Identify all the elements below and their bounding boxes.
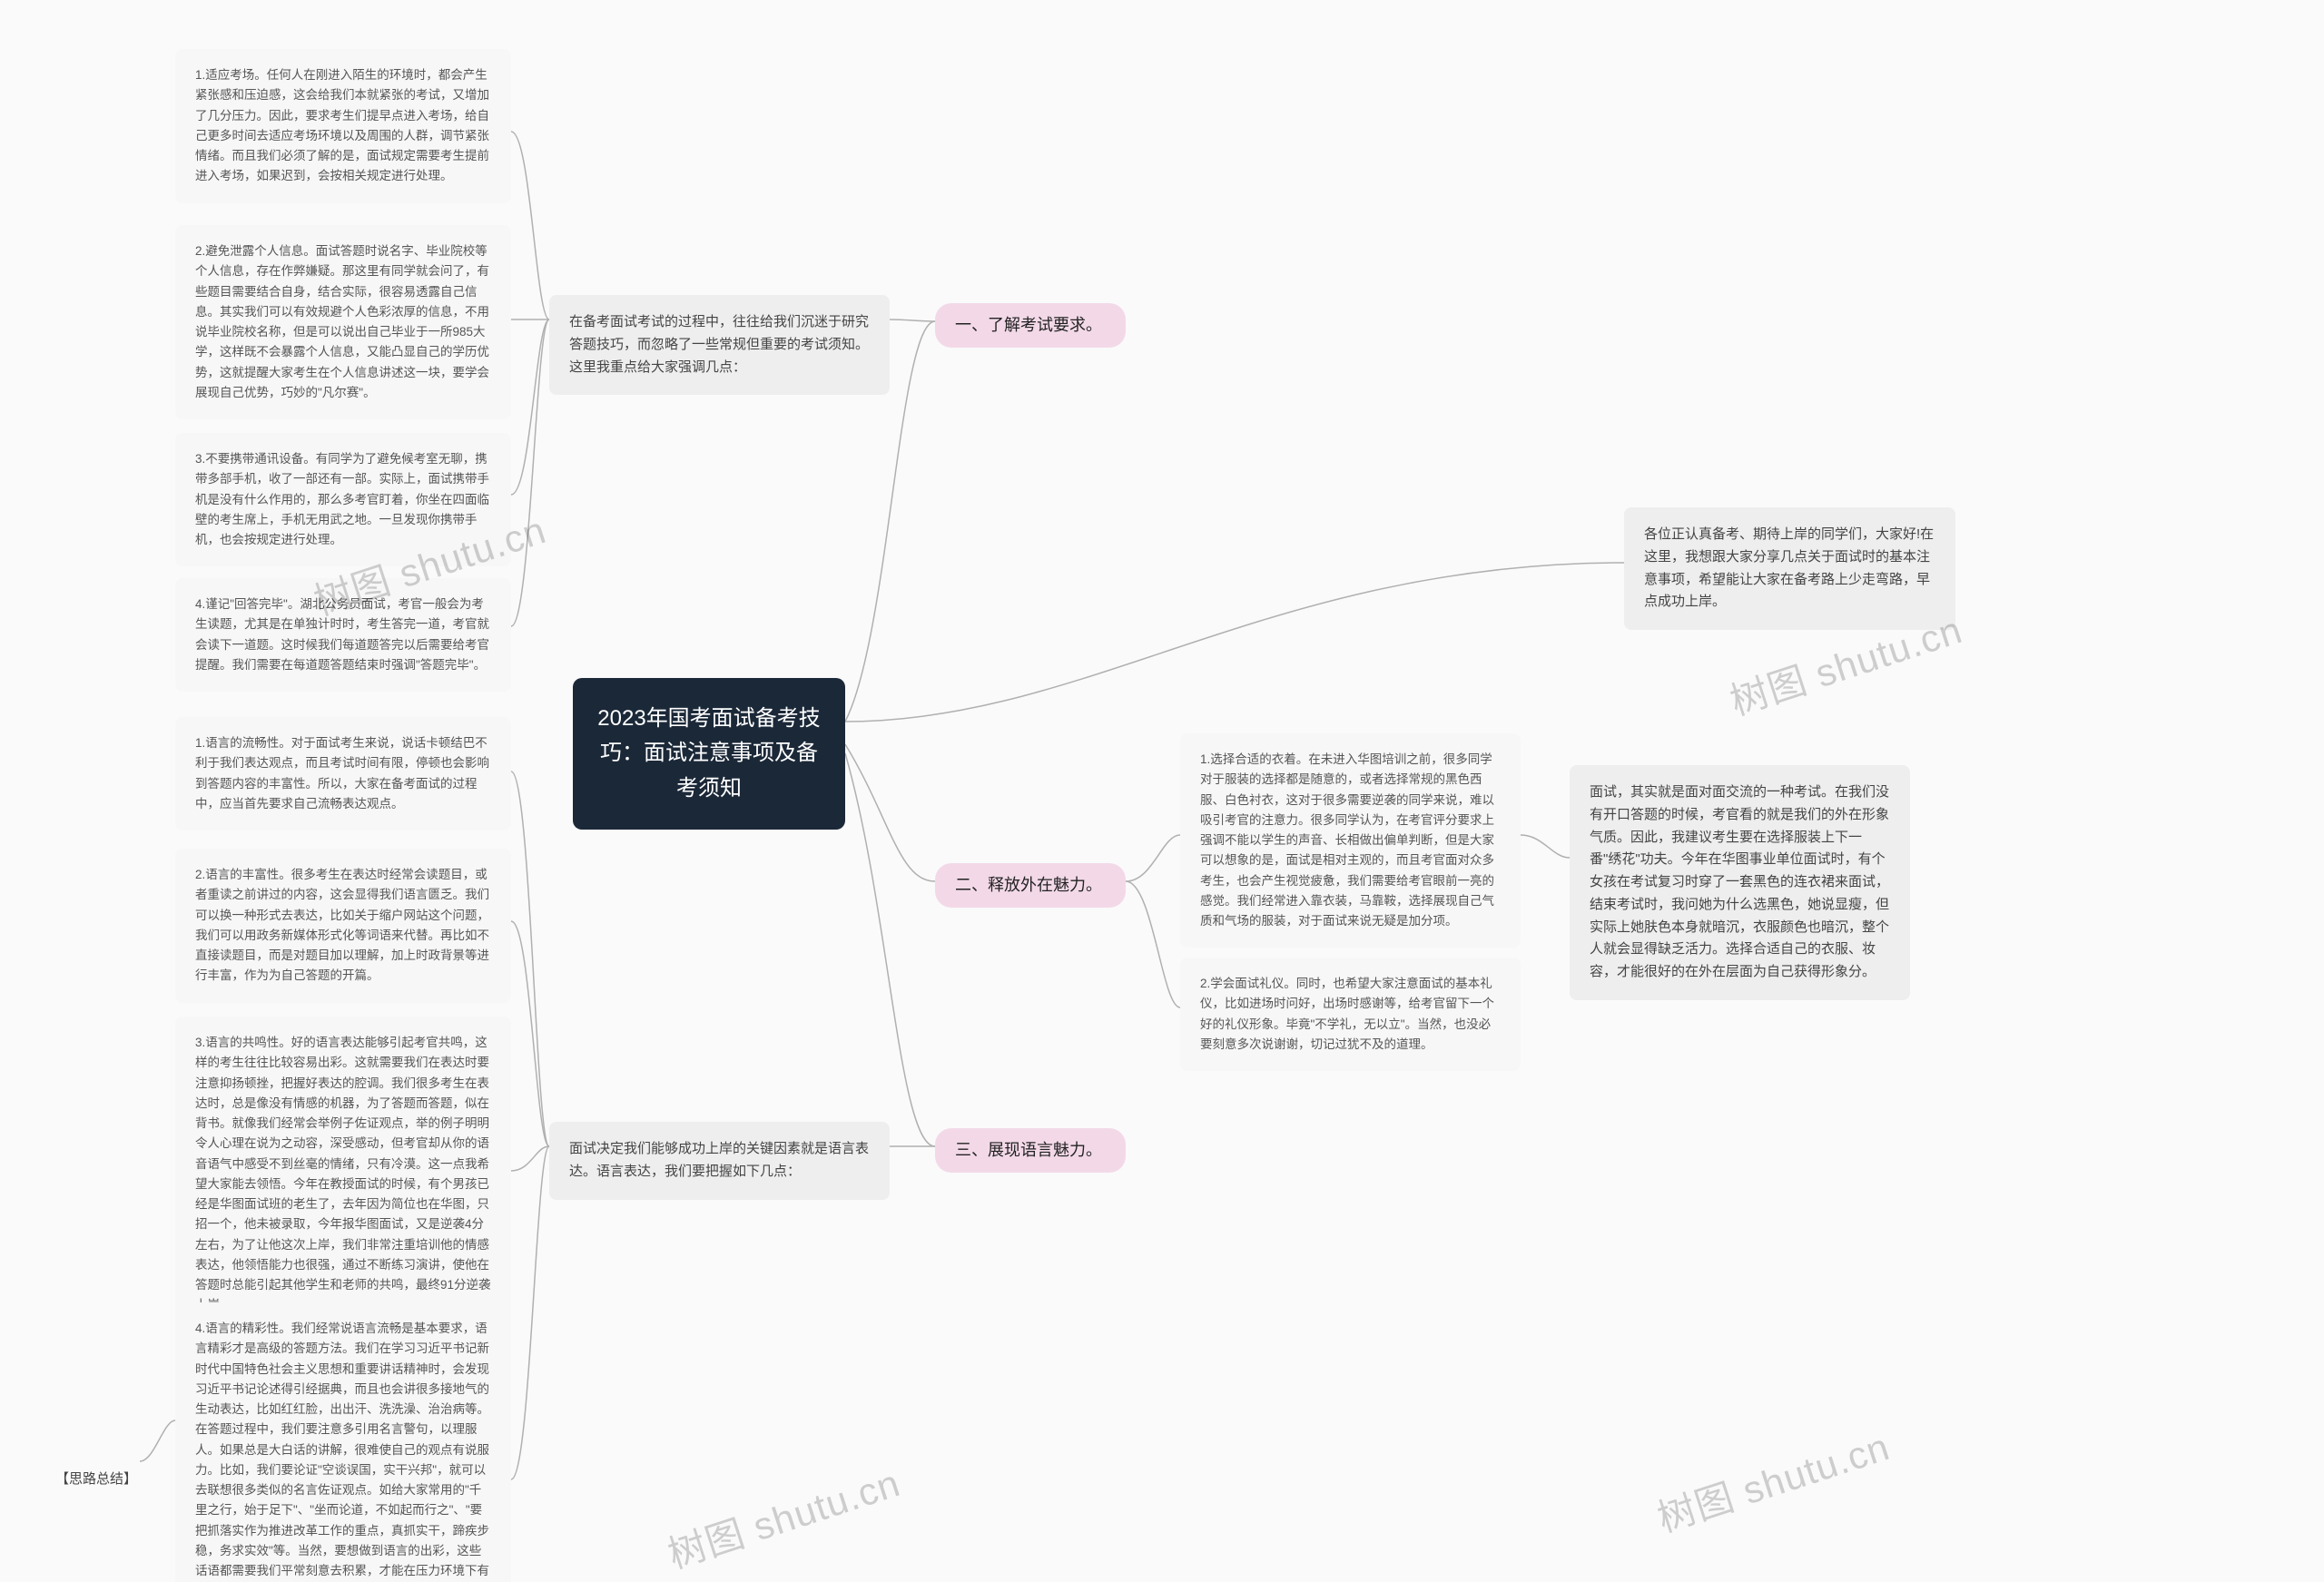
conclusion-label: 【思路总结】 — [35, 1452, 153, 1507]
watermark-3: 树图 shutu.cn — [660, 1452, 906, 1579]
branch-1[interactable]: 一、了解考试要求。 — [935, 303, 1126, 348]
branch-3-leaf-2: 2.语言的丰富性。很多考生在表达时经常会读题目，或者重读之前讲过的内容，这会显得… — [175, 849, 511, 1003]
watermark-4: 树图 shutu.cn — [1649, 1416, 1896, 1543]
branch-1-mid: 在备考面试考试的过程中，往往给我们沉迷于研究答题技巧，而忽略了一些常规但重要的考… — [549, 295, 890, 395]
branch-1-leaf-2: 2.避免泄露个人信息。面试答题时说名字、毕业院校等个人信息，存在作弊嫌疑。那这里… — [175, 225, 511, 419]
branch-2-leaf-2: 2.学会面试礼仪。同时，也希望大家注意面试的基本礼仪，比如进场时问好，出场时感谢… — [1180, 958, 1521, 1071]
intro-box: 各位正认真备考、期待上岸的同学们，大家好!在这里，我想跟大家分享几点关于面试时的… — [1624, 507, 1955, 630]
branch-2-detail: 面试，其实就是面对面交流的一种考试。在我们没有开口答题的时候，考官看的就是我们的… — [1570, 765, 1910, 1000]
branch-3-leaf-1: 1.语言的流畅性。对于面试考生来说，说话卡顿结巴不利于我们表达观点，而且考试时间… — [175, 717, 511, 830]
branch-2-leaf-1: 1.选择合适的衣着。在未进入华图培训之前，很多同学对于服装的选择都是随意的，或者… — [1180, 733, 1521, 948]
branch-1-leaf-1: 1.适应考场。任何人在刚进入陌生的环境时，都会产生紧张感和压迫感，这会给我们本就… — [175, 49, 511, 203]
branch-3-leaf-4-visible: 4.语言的精彩性。我们经常说语言流畅是基本要求，语言精彩才是高级的答题方法。我们… — [175, 1302, 511, 1582]
branch-2[interactable]: 二、释放外在魅力。 — [935, 863, 1126, 908]
branch-3-mid: 面试决定我们能够成功上岸的关键因素就是语言表达。语言表达，我们要把握如下几点： — [549, 1122, 890, 1200]
center-topic[interactable]: 2023年国考面试备考技巧：面试注意事项及备考须知 — [573, 678, 845, 830]
branch-3[interactable]: 三、展现语言魅力。 — [935, 1128, 1126, 1173]
branch-3-leaf-3: 3.语言的共鸣性。好的语言表达能够引起考官共鸣，这样的考生往往比较容易出彩。这就… — [175, 1017, 511, 1332]
